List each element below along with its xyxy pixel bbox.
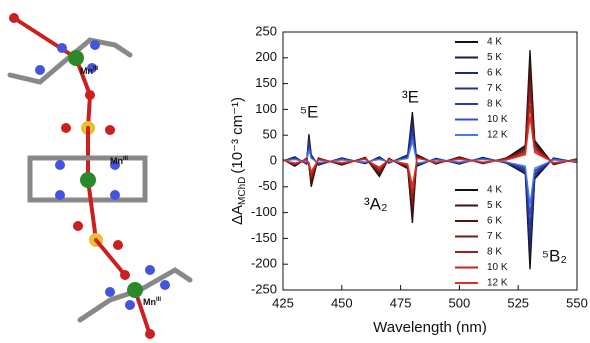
legend-label: 7 K	[487, 83, 502, 94]
legend-label: 10 K	[487, 262, 508, 273]
molecule: MnIII MnIII MnIII	[9, 13, 190, 339]
y-axis-label: ΔAMChD(10⁻³ cm⁻¹)	[229, 97, 248, 225]
y-tick-label: 100	[255, 101, 277, 116]
annotation: ⁵B₂	[542, 246, 567, 265]
y-tick-label: 0	[270, 152, 277, 167]
legend-label: 4 K	[487, 185, 502, 196]
metal-label: MnIII	[110, 156, 128, 167]
x-tick-label: 475	[390, 295, 412, 310]
legend-label: 12 K	[487, 278, 508, 289]
annotation: ⁵E	[300, 102, 318, 121]
y-tick-label: -50	[258, 178, 277, 193]
legend-label: 8 K	[487, 99, 502, 110]
annotation: ³A₂	[364, 194, 388, 213]
legend-label: 4 K	[487, 37, 502, 48]
legend-label: 5 K	[487, 52, 502, 63]
y-tick-label: -200	[251, 256, 277, 271]
legend-label: 5 K	[487, 200, 502, 211]
legend-label: 12 K	[487, 130, 508, 141]
x-axis-label: Wavelength (nm)	[373, 319, 487, 336]
y-tick-label: -250	[251, 281, 277, 296]
annotation: ³E	[402, 87, 419, 106]
x-tick-label: 525	[507, 295, 529, 310]
metal-label: MnIII	[80, 66, 98, 77]
x-tick-label: 450	[331, 295, 353, 310]
y-tick-label: 200	[255, 49, 277, 64]
y-tick-label: -150	[251, 230, 277, 245]
legend-label: 8 K	[487, 247, 502, 258]
y-tick-label: 50	[263, 127, 277, 142]
y-tick-label: 250	[255, 23, 277, 38]
figure: MnIII MnIII MnIII Wavelength (nm) ΔAMChD…	[0, 0, 590, 343]
legend-label: 6 K	[487, 216, 502, 227]
metal-label: MnIII	[143, 297, 161, 308]
legend-label: 7 K	[487, 231, 502, 242]
legend-label: 6 K	[487, 68, 502, 79]
x-tick-label: 500	[449, 295, 471, 310]
legend-label: 10 K	[487, 114, 508, 125]
x-tick-label: 425	[272, 295, 294, 310]
y-tick-label: -100	[251, 204, 277, 219]
x-tick-label: 550	[566, 295, 588, 310]
y-tick-label: 150	[255, 75, 277, 90]
